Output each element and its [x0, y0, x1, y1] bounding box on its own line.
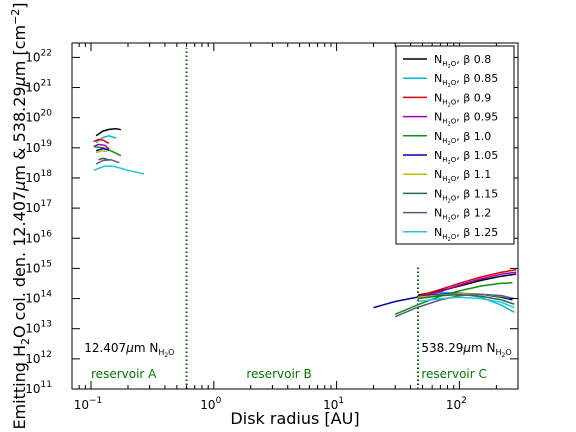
y-tick-label: 1013 [25, 320, 52, 336]
axis-ticks: 10−1 100 101 102 1011 1012 1013 1014 1015 1016 101… [25, 43, 519, 412]
series-3 [93, 143, 517, 299]
x-axis-label: Disk radius [AU] [230, 409, 359, 428]
y-tick-label: 1020 [25, 109, 52, 125]
legend-box [395, 45, 515, 245]
series-line-inner [95, 127, 122, 137]
series-line-outer [417, 296, 515, 309]
annotation-res-c: reservoir C [421, 367, 487, 381]
series-line-inner [95, 159, 120, 165]
x-tick-label: 100 [200, 396, 221, 412]
x-tick-label: 10−1 [74, 396, 103, 412]
y-tick-label: 1014 [25, 290, 52, 306]
legend-label: NH2O, β 0.9 [434, 91, 491, 108]
series-0 [95, 127, 517, 296]
series-9 [93, 165, 515, 309]
annotation-res-b: reservoir B [246, 367, 311, 381]
reservoir-boundaries [185, 48, 419, 389]
legend-label: NH2O, β 1.1 [434, 168, 491, 185]
series-line-outer [417, 273, 517, 296]
legend-label: NH2O, β 1.05 [434, 149, 498, 166]
series-line-outer [394, 293, 515, 318]
annotations: 12.407μm NH2O 538.29μm NH2O reservoir A res… [84, 341, 511, 381]
y-tick-label: 1012 [25, 350, 52, 366]
legend-label: NH2O, β 1.2 [434, 207, 491, 224]
y-tick-label: 1019 [25, 139, 52, 155]
legend-label: NH2O, β 1.0 [434, 130, 491, 147]
x-tick-label: 102 [446, 396, 467, 412]
y-tick-label: 1015 [25, 259, 52, 275]
x-tick-label: 101 [323, 396, 344, 412]
legend-label: NH2O, β 1.15 [434, 187, 498, 204]
annotation-res-a: reservoir A [91, 367, 157, 381]
legend-label: NH2O, β 1.25 [434, 226, 498, 243]
annotation-ann-538: 538.29μm NH2O [421, 341, 511, 359]
legend-label: NH2O, β 0.8 [434, 53, 491, 70]
series-8 [95, 159, 515, 318]
legend-label: NH2O, β 0.95 [434, 111, 498, 128]
y-tick-label: 1011 [25, 380, 52, 396]
legend: NH2O, β 0.8 NH2O, β 0.85 NH2O, β 0.9 NH2O, … [395, 45, 515, 245]
y-tick-label: 1016 [25, 229, 52, 245]
series-line-inner [93, 165, 145, 175]
series-line-outer [394, 282, 513, 315]
y-tick-label: 1017 [25, 199, 52, 215]
y-axis-label: Emitting H2O col. den. 12.407μm & 538.29… [9, 2, 32, 429]
series-line-outer [417, 271, 517, 299]
legend-label: NH2O, β 0.85 [434, 72, 498, 89]
series-line-outer [417, 269, 517, 297]
series-line-inner [95, 149, 108, 154]
series-line-inner [95, 147, 110, 152]
series-line-inner [93, 138, 110, 145]
annotation-ann-12: 12.407μm NH2O [84, 341, 174, 359]
series-line-inner [93, 143, 110, 150]
y-tick-label: 1018 [25, 169, 52, 185]
y-tick-label: 1022 [25, 48, 52, 64]
series-2 [93, 138, 517, 297]
y-tick-label: 1021 [25, 79, 52, 95]
series-group [93, 127, 517, 318]
series-line-inner [98, 157, 110, 161]
